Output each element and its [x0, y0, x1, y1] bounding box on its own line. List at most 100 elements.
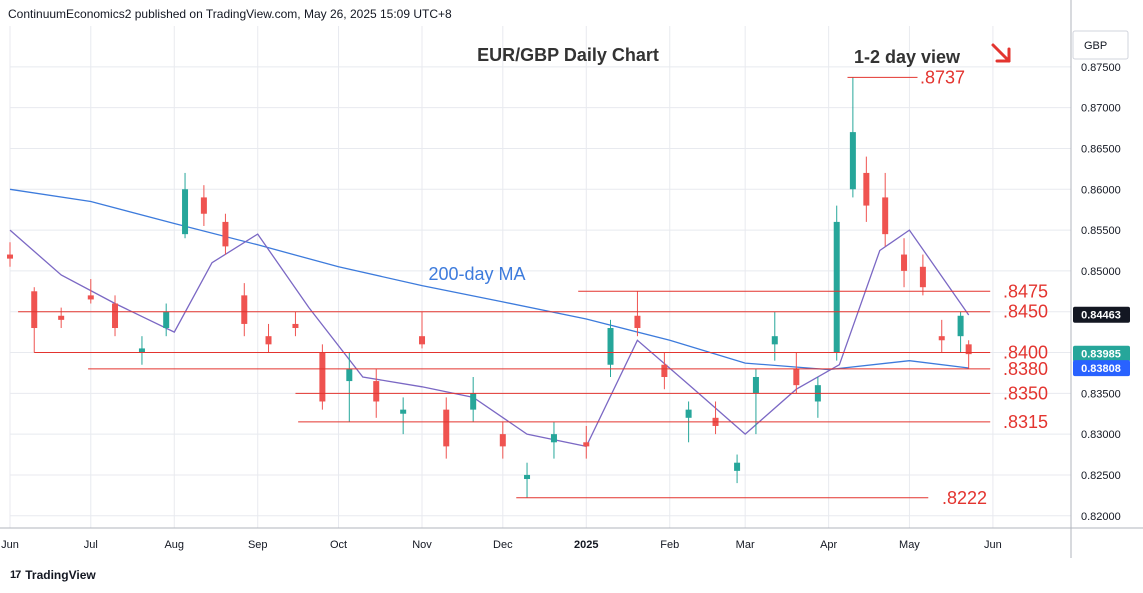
candle [524, 462, 531, 498]
y-tick-label: 0.85500 [1081, 225, 1121, 237]
x-tick-label: Dec [493, 539, 513, 551]
svg-text:GBP: GBP [1084, 40, 1107, 52]
price-tag-box [1073, 360, 1130, 377]
arrow-down-right-icon [991, 43, 1011, 63]
candle [7, 242, 13, 267]
x-tick-label: Jun [984, 539, 1002, 551]
ma20-line [9, 229, 970, 448]
candle-body [138, 348, 145, 353]
level-label: .8222 [942, 488, 987, 508]
candle [163, 303, 170, 337]
candle [793, 352, 800, 394]
candle [849, 77, 856, 198]
candle [200, 185, 207, 226]
candle-body [607, 328, 614, 365]
candle [771, 311, 778, 361]
y-tick-label: 0.86500 [1081, 143, 1121, 155]
level-label: .8380 [1003, 359, 1048, 379]
candle [833, 205, 840, 361]
candle-body [550, 434, 557, 443]
candle-series [7, 77, 972, 498]
candle [292, 311, 299, 337]
candle [661, 352, 668, 390]
candle-body [241, 295, 248, 324]
candle-body [7, 254, 13, 259]
candle-body [163, 311, 170, 329]
candle-body [634, 315, 641, 329]
candle-body [771, 336, 778, 345]
candle [734, 454, 741, 484]
candle [112, 295, 119, 337]
candle-body [319, 352, 326, 402]
candle [87, 279, 94, 304]
candle-body [752, 376, 759, 394]
support-resistance-levels: .8737 .8475.8450 .8400.8380 .8350 .8315 .8222 [18, 67, 1048, 508]
candle-body [524, 474, 531, 480]
ma200-line [9, 188, 969, 371]
candle-body [292, 323, 299, 329]
currency-selector[interactable]: GBP [1072, 30, 1129, 60]
candle-body [882, 197, 889, 235]
price-tag-label: 0.83985 [1081, 349, 1121, 361]
candle-body [793, 368, 800, 386]
tradingview-footer[interactable]: 17 TradingView [10, 568, 96, 582]
candle-body [661, 364, 668, 377]
x-tick-label: Jun [1, 539, 19, 551]
price-tag-box [1073, 345, 1130, 362]
candle [863, 156, 870, 222]
price-tag-label: 0.84463 [1081, 310, 1121, 322]
price-tag-box [1073, 306, 1130, 323]
axes: 0.87500 0.87000 0.86500 0.86000 0.85500 0.850… [0, 0, 1143, 558]
candle-body [863, 172, 870, 206]
price-tag: 0.83808 [1073, 360, 1130, 377]
candle [499, 421, 506, 459]
candle [957, 311, 964, 353]
x-tick-label: 2025 [574, 539, 598, 551]
candle-body [87, 295, 94, 300]
x-tick-label: May [899, 539, 920, 551]
y-tick-label: 0.87500 [1081, 62, 1121, 74]
candle-body [58, 315, 65, 320]
candle-body [965, 344, 972, 355]
price-tag-label: 0.83808 [1081, 363, 1121, 375]
ma200-label: 200-day MA [428, 264, 525, 284]
candle-body [400, 409, 407, 414]
candle-body [685, 409, 692, 418]
brand-name: TradingView [25, 568, 96, 582]
y-tick-label: 0.82500 [1081, 470, 1121, 482]
candle-body [901, 254, 908, 271]
tradingview-logo-icon: 17 [10, 569, 21, 581]
candle [919, 254, 926, 296]
x-tick-label: Sep [248, 539, 268, 551]
candle [938, 319, 945, 353]
level-label: .8400 [1003, 343, 1048, 363]
candle [583, 425, 590, 459]
candle [607, 319, 614, 377]
x-tick-label: Feb [660, 539, 679, 551]
candle [814, 376, 821, 418]
x-tick-label: Mar [736, 539, 755, 551]
candle-body [182, 189, 189, 235]
price-tag: 0.84463 [1073, 306, 1130, 323]
candle [138, 336, 145, 365]
view-label: 1-2 day view [854, 47, 961, 67]
y-tick-label: 0.83000 [1081, 429, 1121, 441]
candle-body [734, 462, 741, 471]
candle-body [419, 336, 426, 345]
grid-lines [9, 26, 1071, 528]
candle [550, 421, 557, 459]
candle [58, 307, 65, 329]
y-tick-label: 0.82000 [1081, 511, 1121, 523]
x-tick-label: Jul [84, 539, 98, 551]
candle-body [470, 393, 477, 410]
candle [752, 368, 759, 435]
candle [265, 323, 272, 353]
candle [965, 340, 972, 369]
candle-body [957, 315, 964, 337]
y-tick-label: 0.86000 [1081, 184, 1121, 196]
y-tick-label: 0.83500 [1081, 388, 1121, 400]
candle-body [499, 434, 506, 447]
x-tick-label: Aug [164, 539, 184, 551]
x-tick-label: Oct [330, 539, 347, 551]
